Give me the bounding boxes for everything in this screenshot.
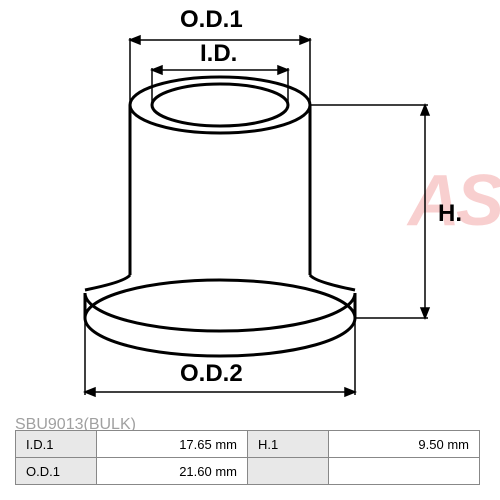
table-row: O.D.1 21.60 mm xyxy=(16,458,480,485)
label-id: I.D. xyxy=(200,40,237,68)
label-h: H. xyxy=(438,200,462,228)
technical-diagram: O.D.1 I.D. O.D.2 H. xyxy=(20,10,480,410)
spec-value: 21.60 mm xyxy=(97,458,248,485)
spec-table: I.D.1 17.65 mm H.1 9.50 mm O.D.1 21.60 m… xyxy=(15,430,480,485)
spec-value: 9.50 mm xyxy=(329,431,480,458)
spec-value: 17.65 mm xyxy=(97,431,248,458)
spec-label: I.D.1 xyxy=(16,431,97,458)
spec-label: H.1 xyxy=(248,431,329,458)
spec-label: O.D.1 xyxy=(16,458,97,485)
spec-empty xyxy=(248,458,329,485)
label-od1: O.D.1 xyxy=(180,6,243,34)
spec-empty xyxy=(329,458,480,485)
table-row: I.D.1 17.65 mm H.1 9.50 mm xyxy=(16,431,480,458)
label-od2: O.D.2 xyxy=(180,360,243,388)
